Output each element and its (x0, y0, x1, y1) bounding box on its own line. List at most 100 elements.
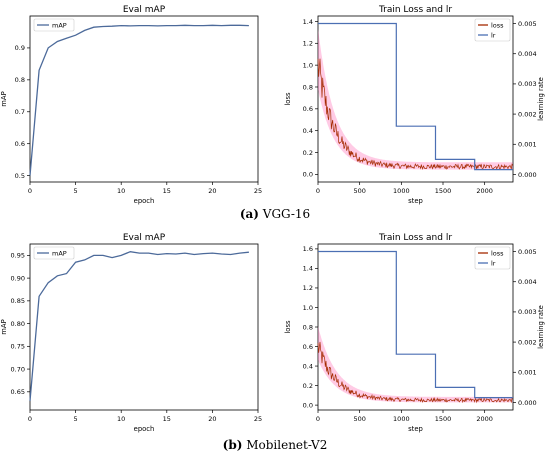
legend-label-map: mAP (52, 22, 67, 30)
caption-b-text: Mobilenet-V2 (246, 438, 328, 452)
chart-a-eval-map: Eval mAP 0 5 10 15 20 25 0.5 0.6 0.7 0.8 0.9 epoch mA… (0, 5, 262, 205)
y-axis-label: mAP (0, 91, 8, 106)
x-tick-label: 2000 (476, 187, 493, 195)
x-tick-label: 500 (353, 187, 365, 195)
x-tick-label: 0 (28, 415, 32, 423)
y2-tick-label: 0.003 (518, 80, 537, 88)
y-tick-label: 0.8 (303, 83, 313, 91)
x-tick-label: 25 (254, 187, 262, 195)
y-axis-label: loss (284, 320, 292, 334)
y-tick-label: 0.95 (11, 252, 25, 260)
y-tick-label: 0.7 (15, 108, 25, 116)
y-tick-label: 0.8 (303, 323, 313, 331)
y2-tick-label: 0.001 (518, 141, 537, 149)
plot-frame (29, 15, 259, 183)
x-tick-label: 0 (28, 187, 32, 195)
chart-title: Eval mAP (123, 233, 166, 243)
x-tick-label: 25 (254, 415, 262, 423)
y2-tick-label: 0.001 (518, 369, 537, 377)
y-tick-label: 0.6 (303, 343, 313, 351)
series-line-loss (317, 341, 513, 404)
series-line-lr (318, 250, 513, 399)
x-tick-label: 15 (163, 187, 171, 195)
plot-frame (29, 243, 259, 411)
y2-tick-label: 0.000 (518, 399, 537, 407)
chart-b-eval-map: Eval mAP 0 5 10 15 20 25 0.65 0.70 0.75 0.80 0.85 0.… (0, 233, 262, 433)
chart-title: Eval mAP (123, 5, 166, 15)
legend-label-map: mAP (52, 250, 67, 258)
y-tick-label: 0.0 (303, 171, 313, 179)
x-tick-label: 2000 (476, 415, 493, 423)
y2-tick-label: 0.004 (518, 278, 537, 286)
x-tick-label: 1000 (393, 187, 410, 195)
x-axis-label: epoch (134, 425, 155, 433)
legend-box (33, 18, 75, 32)
y-tick-label: 0.2 (303, 382, 313, 390)
caption-a-text: VGG-16 (262, 207, 311, 221)
y-tick-label: 1.6 (303, 245, 313, 253)
y-tick-label: 0.4 (303, 362, 313, 370)
x-axis-label: step (408, 197, 423, 205)
legend-label-loss: loss (491, 250, 504, 258)
y-tick-label: 0.6 (303, 105, 313, 113)
y-tick-label: 0.70 (11, 365, 25, 373)
x-tick-label: 15 (163, 415, 171, 423)
y-axis-label: loss (284, 92, 292, 106)
series-line-loss (317, 58, 513, 171)
x-tick-label: 500 (353, 415, 365, 423)
legend-label-lr: lr (491, 260, 496, 268)
x-tick-label: 5 (74, 415, 78, 423)
caption-b-letter: (b) (222, 438, 243, 452)
y-tick-label: 1.0 (303, 61, 313, 69)
series-line-map (29, 24, 249, 176)
legend-box (33, 246, 75, 260)
loss-band (318, 326, 513, 403)
y-tick-label: 0.0 (303, 401, 313, 409)
y2-tick-label: 0.005 (518, 248, 537, 256)
y2-axis-label: learning rate (537, 77, 545, 121)
chart-title: Train Loss and lr (378, 233, 452, 243)
x-tick-label: 20 (208, 187, 216, 195)
y-tick-label: 1.4 (303, 18, 313, 26)
plot-frame (317, 15, 514, 183)
y-tick-label: 0.85 (11, 297, 25, 305)
y-tick-label: 0.9 (15, 44, 25, 52)
series-line-lr (318, 22, 513, 171)
x-tick-label: 1000 (393, 415, 410, 423)
x-tick-label: 0 (316, 415, 320, 423)
x-axis-label: step (408, 425, 423, 433)
y-tick-label: 0.8 (15, 76, 25, 84)
y-tick-label: 0.2 (303, 149, 313, 157)
chart-title: Train Loss and lr (378, 5, 452, 15)
y-tick-label: 1.0 (303, 304, 313, 312)
y2-tick-label: 0.005 (518, 20, 537, 28)
y2-tick-label: 0.000 (518, 171, 537, 179)
x-tick-label: 5 (74, 187, 78, 195)
x-tick-label: 1500 (435, 187, 452, 195)
y-tick-label: 0.4 (303, 127, 313, 135)
y-tick-label: 1.2 (303, 40, 313, 48)
caption-a-letter: (a) (239, 207, 259, 221)
y-tick-label: 1.4 (303, 265, 313, 273)
y-tick-label: 0.5 (15, 172, 25, 180)
x-axis-label: epoch (134, 197, 155, 205)
caption-a: (a) VGG-16 (0, 207, 550, 221)
legend-label-loss: loss (491, 22, 504, 30)
y-tick-label: 1.2 (303, 284, 313, 292)
y-tick-label: 0.6 (15, 140, 25, 148)
y2-axis-label: learning rate (537, 305, 545, 349)
x-tick-label: 10 (117, 187, 125, 195)
y2-tick-label: 0.002 (518, 338, 537, 346)
series-line-map (29, 251, 249, 401)
y2-tick-label: 0.002 (518, 110, 537, 118)
caption-b: (b) Mobilenet-V2 (0, 438, 550, 452)
chart-b-train-loss-lr: Train Loss and lr 0 500 1000 1500 2000 0.0 0.2 0… (284, 233, 545, 433)
x-tick-label: 20 (208, 415, 216, 423)
legend-label-lr: lr (491, 32, 496, 40)
y2-tick-label: 0.003 (518, 308, 537, 316)
y-tick-label: 0.75 (11, 343, 25, 351)
y-tick-label: 0.65 (11, 388, 25, 396)
x-tick-label: 0 (316, 187, 320, 195)
x-tick-label: 1500 (435, 415, 452, 423)
y2-tick-label: 0.004 (518, 50, 537, 58)
